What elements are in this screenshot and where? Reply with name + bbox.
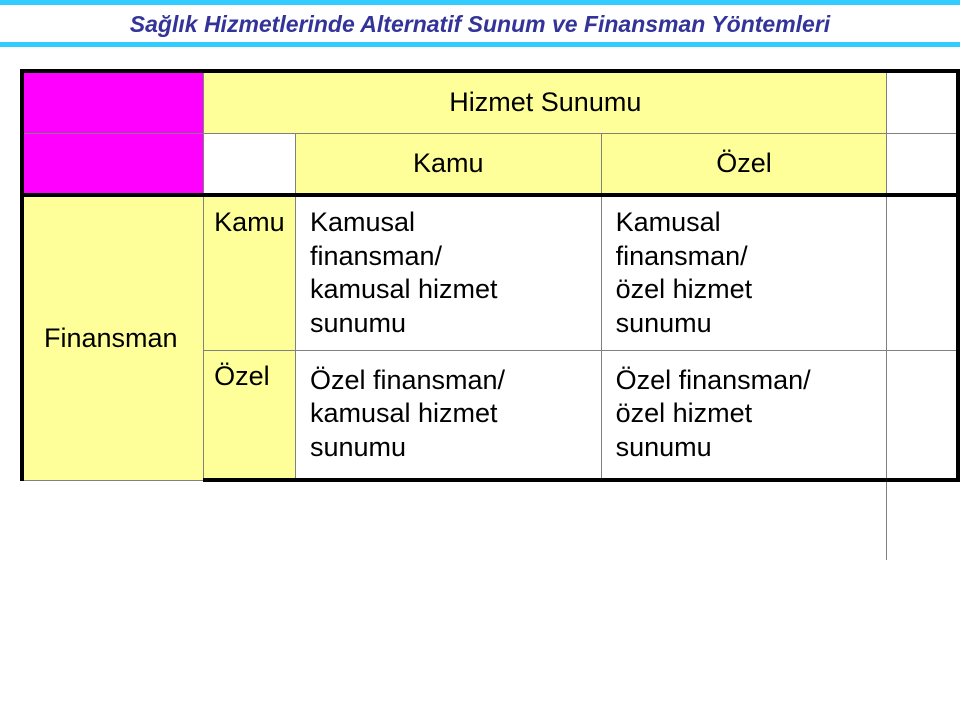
cell-line: sunumu [616, 432, 712, 462]
cell-line: Kamusal [310, 207, 415, 237]
cell-line: özel hizmet [616, 398, 753, 428]
sub-header-left: Kamu [295, 133, 601, 195]
cell-bottom-left: Özel finansman/ kamusal hizmet sunumu [295, 350, 601, 480]
sub-header-right: Özel [601, 133, 887, 195]
cell-line: kamusal hizmet [310, 398, 498, 428]
row-label-top: Kamu [204, 195, 296, 350]
cell-line: finansman/ [616, 241, 748, 271]
ext-blank [295, 480, 601, 560]
page-title: Sağlık Hizmetlerinde Alternatif Sunum ve… [130, 11, 830, 37]
table-container: Hizmet Sunumu Kamu Özel Finansman Kamu K… [0, 47, 960, 560]
ext-cell-top [887, 71, 958, 133]
row-span-header: Finansman [22, 195, 204, 480]
cell-line: finansman/ [310, 241, 442, 271]
corner-cell-2 [22, 133, 204, 195]
ext-cell-row2 [887, 350, 958, 480]
ext-blank [887, 480, 958, 560]
ext-cell-sub [887, 133, 958, 195]
ext-blank [22, 480, 204, 560]
ext-vline-cell [601, 480, 887, 560]
cell-line: Kamusal [616, 207, 721, 237]
cell-line: sunumu [310, 308, 406, 338]
spacer-sub [204, 133, 296, 195]
corner-cell [22, 71, 204, 133]
cell-line: sunumu [310, 432, 406, 462]
cell-line: Özel finansman/ [310, 365, 505, 395]
cell-top-right: Kamusal finansman/ özel hizmet sunumu [601, 195, 887, 350]
cell-line: sunumu [616, 308, 712, 338]
cell-bottom-right: Özel finansman/ özel hizmet sunumu [601, 350, 887, 480]
row-label-bottom: Özel [204, 350, 296, 480]
col-span-header: Hizmet Sunumu [204, 71, 887, 133]
cell-line: Özel finansman/ [616, 365, 811, 395]
cell-line: özel hizmet [616, 274, 753, 304]
matrix-table: Hizmet Sunumu Kamu Özel Finansman Kamu K… [20, 69, 960, 560]
title-container: Sağlık Hizmetlerinde Alternatif Sunum ve… [0, 5, 960, 42]
cell-top-left: Kamusal finansman/ kamusal hizmet sunumu [295, 195, 601, 350]
ext-blank [204, 480, 296, 560]
ext-cell-row1 [887, 195, 958, 350]
cell-line: kamusal hizmet [310, 274, 498, 304]
